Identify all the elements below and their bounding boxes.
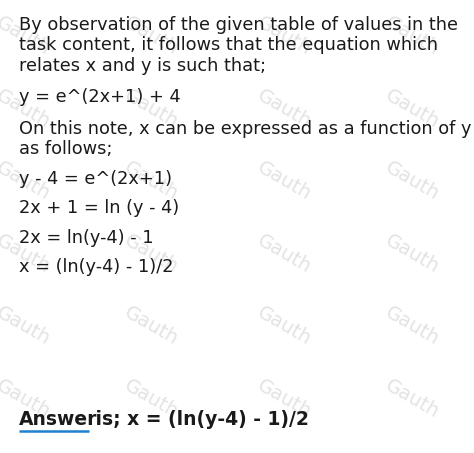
Text: Gauth: Gauth <box>0 13 54 59</box>
Text: as follows;: as follows; <box>19 140 112 159</box>
Text: By observation of the given table of values in the: By observation of the given table of val… <box>19 16 458 34</box>
Text: Gauth: Gauth <box>382 158 443 204</box>
Text: Gauth: Gauth <box>121 376 182 422</box>
Text: Gauth: Gauth <box>254 376 315 422</box>
Text: Gauth: Gauth <box>382 86 443 132</box>
Text: Gauth: Gauth <box>0 158 54 204</box>
Text: x = (ln(y-4) - 1)/2: x = (ln(y-4) - 1)/2 <box>19 258 173 276</box>
Text: Gauth: Gauth <box>254 158 315 204</box>
Text: On this note, x can be expressed as a function of y: On this note, x can be expressed as a fu… <box>19 120 472 138</box>
Text: Gauth: Gauth <box>254 303 315 349</box>
Text: Gauth: Gauth <box>121 86 182 132</box>
Text: Gauth: Gauth <box>382 376 443 422</box>
Text: 2x + 1 = ln (y - 4): 2x + 1 = ln (y - 4) <box>19 199 179 217</box>
Text: is; x = (ln(y-4) - 1)/2: is; x = (ln(y-4) - 1)/2 <box>89 410 309 429</box>
Text: Gauth: Gauth <box>254 86 315 132</box>
Text: Gauth: Gauth <box>121 231 182 277</box>
Text: Gauth: Gauth <box>0 86 54 132</box>
Text: Answer: Answer <box>19 410 98 429</box>
Text: y = e^(2x+1) + 4: y = e^(2x+1) + 4 <box>19 88 181 106</box>
Text: Gauth: Gauth <box>254 231 315 277</box>
Text: Gauth: Gauth <box>121 303 182 349</box>
Text: Gauth: Gauth <box>382 231 443 277</box>
Text: 2x = ln(y-4) - 1: 2x = ln(y-4) - 1 <box>19 229 154 247</box>
Text: Gauth: Gauth <box>254 13 315 59</box>
Text: Gauth: Gauth <box>0 231 54 277</box>
Text: relates x and y is such that;: relates x and y is such that; <box>19 57 266 75</box>
Text: Gauth: Gauth <box>0 303 54 349</box>
Text: y - 4 = e^(2x+1): y - 4 = e^(2x+1) <box>19 170 172 188</box>
Text: Gauth: Gauth <box>0 376 54 422</box>
Text: Gauth: Gauth <box>382 303 443 349</box>
Text: task content, it follows that the equation which: task content, it follows that the equati… <box>19 36 438 54</box>
Text: Gauth: Gauth <box>382 13 443 59</box>
Text: Gauth: Gauth <box>121 13 182 59</box>
Text: Gauth: Gauth <box>121 158 182 204</box>
